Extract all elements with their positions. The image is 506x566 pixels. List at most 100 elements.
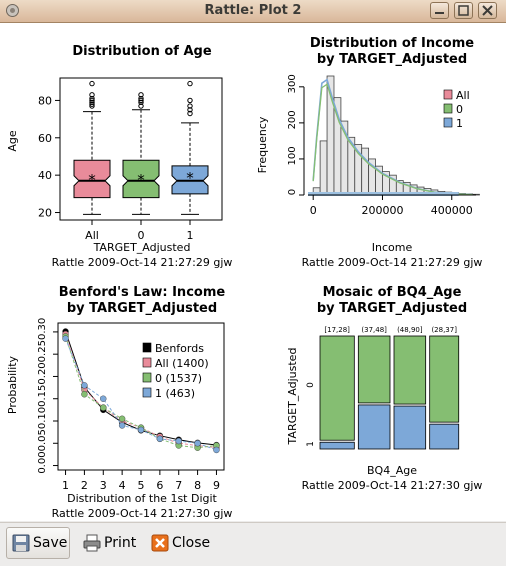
- outlier: [89, 103, 95, 109]
- legend-swatch: [443, 89, 453, 100]
- y-axis-label: Age: [6, 130, 19, 152]
- mean-marker: *: [88, 171, 96, 189]
- x-tick-label: All: [85, 229, 99, 242]
- outlier: [138, 95, 144, 102]
- legend-swatch: [443, 103, 453, 114]
- chart-subtitle: by TARGET_Adjusted: [317, 301, 467, 316]
- chart-caption: Rattle 2009-Oct-14 21:27:30 gjw: [52, 507, 233, 520]
- data-point: [137, 426, 145, 434]
- mosaic-cell-0: [319, 335, 355, 441]
- close-x-icon: [151, 534, 169, 552]
- box: [73, 159, 111, 199]
- x-tick-label: 1: [62, 479, 69, 492]
- y-tick-label: 0: [287, 189, 298, 195]
- save-label: Save: [33, 535, 68, 551]
- outlier: [187, 97, 193, 104]
- legend-swatch: [142, 387, 152, 398]
- column-label: (28,37]: [431, 326, 457, 334]
- window-title: Rattle: Plot 2: [204, 3, 302, 18]
- x-tick-label: 2: [81, 479, 88, 492]
- outlier: [187, 110, 193, 117]
- y-tick-label: 0.25: [37, 340, 48, 362]
- density-line-0: [312, 83, 473, 196]
- outlier: [138, 99, 144, 105]
- outlier: [89, 95, 95, 102]
- chart-subtitle: by TARGET_Adjusted: [317, 52, 467, 67]
- maximize-button[interactable]: [454, 2, 473, 19]
- minimize-icon: [435, 12, 444, 14]
- legend-label: All: [456, 89, 470, 102]
- data-point: [62, 335, 69, 342]
- legend-label: 1: [456, 117, 463, 130]
- save-button[interactable]: Save: [6, 527, 70, 559]
- income-histogram: Distribution of Income by TARGET_Adjuste…: [256, 36, 482, 269]
- legend-swatch: [443, 117, 453, 128]
- outlier: [138, 103, 144, 109]
- outlier: [187, 103, 193, 109]
- chart-title: Distribution of Income: [310, 36, 474, 51]
- y-tick-label: 20: [38, 207, 52, 220]
- floppy-disk-icon: [12, 534, 30, 552]
- print-button[interactable]: Print: [78, 527, 140, 559]
- y-tick-label: 300: [287, 74, 298, 93]
- histogram-bar: [319, 140, 328, 196]
- x-axis-label: BQ4_Age: [367, 464, 417, 477]
- mosaic-cell-0: [429, 335, 460, 423]
- minimize-button[interactable]: [430, 2, 449, 19]
- x-tick-label: 7: [175, 479, 182, 492]
- app-icon: [6, 4, 19, 17]
- mosaic-cell-1: [429, 423, 460, 450]
- column-label: (37,48]: [361, 326, 387, 334]
- x-tick-label: 9: [213, 479, 220, 492]
- mosaic-cell-1: [393, 405, 427, 450]
- x-tick-label: 400000: [431, 204, 473, 217]
- chart-caption: Rattle 2009-Oct-14 21:27:30 gjw: [302, 479, 483, 492]
- close-window-button[interactable]: [478, 2, 497, 19]
- outlier: [89, 80, 95, 87]
- mosaic-cell-1: [319, 441, 355, 450]
- x-tick-label: 8: [194, 479, 201, 492]
- box: [122, 159, 160, 199]
- mean-marker: *: [137, 171, 145, 189]
- data-point: [175, 437, 182, 445]
- legend-label: 0: [456, 103, 463, 116]
- chart-caption: Rattle 2009-Oct-14 21:27:29 gjw: [302, 256, 483, 269]
- legend-label: All (1400): [155, 357, 209, 370]
- y-tick-label: 100: [287, 146, 298, 165]
- data-point: [100, 395, 107, 402]
- legend-label: Benfords: [155, 342, 204, 355]
- y-axis-label: TARGET_Adjusted: [286, 348, 299, 446]
- y-tick-label: 0.10: [37, 407, 48, 429]
- column-label: (48,90]: [397, 326, 423, 334]
- button-bar: Save Print Close: [0, 522, 506, 566]
- age-boxplot: Distribution of Age TARGET_Adjusted Ratt…: [6, 44, 232, 269]
- outlier: [138, 97, 144, 104]
- mosaic-cell-0: [357, 335, 391, 404]
- chart-subtitle: by TARGET_Adjusted: [67, 301, 217, 316]
- level-label: 0: [306, 382, 316, 388]
- x-axis-label: Income: [372, 241, 413, 254]
- chart-caption: Rattle 2009-Oct-14 21:27:29 gjw: [52, 256, 233, 269]
- x-tick-label: 3: [100, 479, 107, 492]
- y-tick-label: 80: [38, 94, 52, 107]
- y-tick-label: 0.05: [37, 429, 48, 451]
- x-axis-label: Distribution of the 1st Digit: [67, 492, 217, 505]
- outlier: [138, 92, 144, 98]
- mean-marker: *: [186, 169, 194, 187]
- y-tick-label: 0.20: [37, 362, 48, 384]
- y-tick-label: 0.30: [37, 318, 48, 340]
- data-point: [118, 422, 126, 429]
- column-label: [17,28]: [324, 326, 350, 334]
- chart-title: Mosaic of BQ4_Age: [323, 285, 462, 300]
- data-point: [100, 404, 107, 411]
- close-button[interactable]: Close: [146, 527, 216, 559]
- data-point: [156, 435, 164, 443]
- mosaic-cell-1: [357, 404, 391, 450]
- maximize-icon: [458, 5, 469, 16]
- outlier: [187, 107, 193, 113]
- x-tick-label: 0: [310, 204, 317, 217]
- data-point: [213, 446, 220, 454]
- x-tick-label: 6: [156, 479, 163, 492]
- title-bar[interactable]: Rattle: Plot 2: [0, 0, 506, 23]
